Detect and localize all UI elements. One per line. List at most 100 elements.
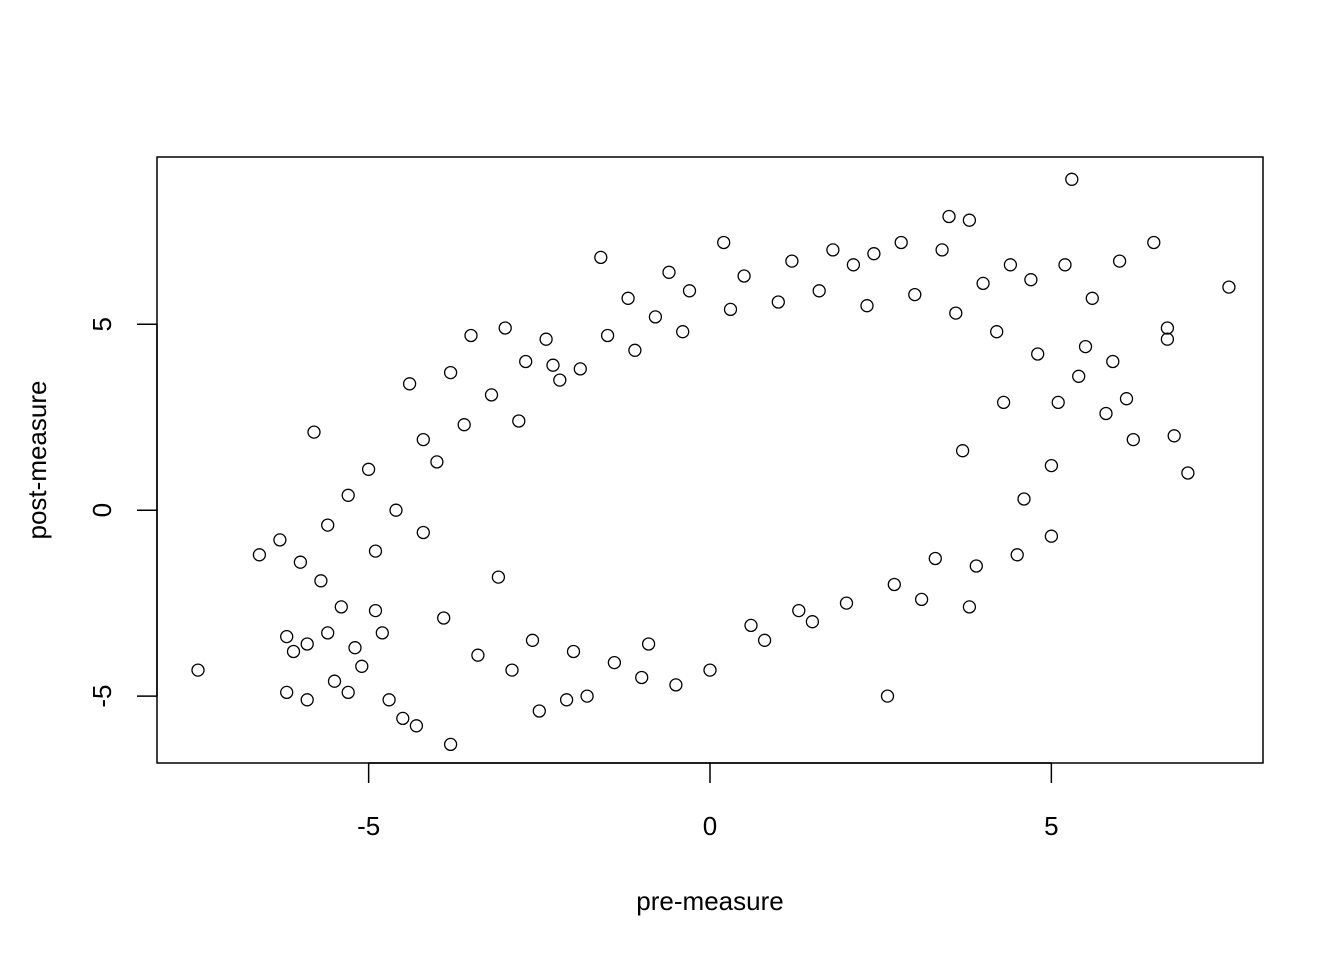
data-point <box>682 284 697 298</box>
data-point <box>757 633 772 647</box>
data-point <box>1160 321 1175 335</box>
data-point <box>519 354 533 369</box>
data-point <box>969 559 983 573</box>
data-point <box>1181 466 1195 480</box>
data-point <box>1099 406 1113 421</box>
data-point <box>628 343 642 357</box>
data-point <box>389 503 403 517</box>
data-point <box>867 247 881 261</box>
data-point <box>928 551 942 566</box>
data-point <box>300 637 314 651</box>
data-point <box>273 533 287 547</box>
data-point <box>361 462 376 476</box>
data-point <box>348 641 362 655</box>
data-point <box>355 659 369 673</box>
data-point <box>826 243 840 257</box>
data-point <box>539 332 553 346</box>
data-point <box>498 321 512 335</box>
data-point <box>416 525 430 540</box>
data-point <box>280 629 294 644</box>
data-point <box>908 287 922 302</box>
x-axis-title: pre-measure <box>636 886 783 916</box>
data-point <box>375 626 389 640</box>
data-point <box>1222 280 1236 294</box>
data-point <box>771 295 785 309</box>
data-point <box>532 704 546 718</box>
data-point <box>307 425 321 439</box>
data-point <box>607 655 622 670</box>
data-point <box>1017 492 1031 506</box>
data-point <box>914 592 929 607</box>
data-point <box>860 299 874 313</box>
data-point <box>471 648 485 662</box>
data-point <box>1024 273 1038 287</box>
data-point <box>321 626 335 640</box>
data-point <box>737 269 751 283</box>
x-tick-label: 0 <box>703 811 717 841</box>
y-tick-label: 5 <box>87 317 117 331</box>
data-point <box>457 418 471 432</box>
y-axis-title: post-measure <box>22 381 52 540</box>
data-point <box>443 365 458 380</box>
data-point <box>785 254 799 268</box>
data-point <box>293 555 308 569</box>
data-point <box>553 373 567 387</box>
data-point <box>1078 339 1093 354</box>
data-point <box>1051 395 1065 410</box>
data-point <box>962 213 977 227</box>
data-point <box>334 600 348 614</box>
data-point <box>935 243 949 257</box>
x-axis: -5 0 5 <box>357 762 1059 841</box>
data-point <box>744 618 758 633</box>
data-point <box>648 310 663 324</box>
data-point <box>396 711 410 726</box>
data-point <box>1167 429 1181 443</box>
data-point <box>594 250 608 265</box>
data-point <box>286 644 301 659</box>
data-point <box>409 719 424 733</box>
data-point <box>669 678 683 692</box>
data-point <box>996 395 1011 410</box>
y-tick-label: 0 <box>87 503 117 517</box>
data-point <box>1112 254 1127 268</box>
data-point <box>437 611 451 625</box>
data-point <box>880 689 895 703</box>
data-point <box>1072 369 1086 383</box>
data-point <box>846 258 861 272</box>
data-point <box>327 674 342 688</box>
data-point <box>1044 529 1059 543</box>
data-point <box>484 388 499 402</box>
data-point <box>955 444 970 458</box>
data-point <box>1031 347 1045 361</box>
x-tick-label: 5 <box>1044 811 1058 841</box>
data-point <box>1126 432 1140 447</box>
data-point <box>464 328 478 343</box>
y-axis: -5 0 5 <box>87 317 158 708</box>
data-point <box>1160 332 1175 346</box>
data-point <box>1003 258 1018 272</box>
data-points <box>191 172 1236 752</box>
data-point <box>792 603 806 618</box>
data-point <box>812 284 826 298</box>
data-point <box>368 544 383 558</box>
data-point <box>1065 172 1079 186</box>
x-tick-label: -5 <box>357 811 380 841</box>
data-point <box>1085 291 1099 305</box>
data-point <box>300 693 314 707</box>
data-point <box>566 644 581 659</box>
data-point <box>723 302 738 317</box>
y-tick-label: -5 <box>87 685 117 708</box>
data-point <box>252 548 267 562</box>
data-point <box>962 600 977 614</box>
data-point <box>314 574 328 588</box>
data-point <box>703 663 717 677</box>
data-point <box>1119 392 1134 406</box>
data-point <box>573 362 587 376</box>
data-point <box>1010 548 1024 562</box>
data-point <box>662 265 676 279</box>
data-point <box>894 235 908 250</box>
data-point <box>676 325 690 339</box>
data-point <box>805 615 820 629</box>
data-point <box>443 737 458 752</box>
